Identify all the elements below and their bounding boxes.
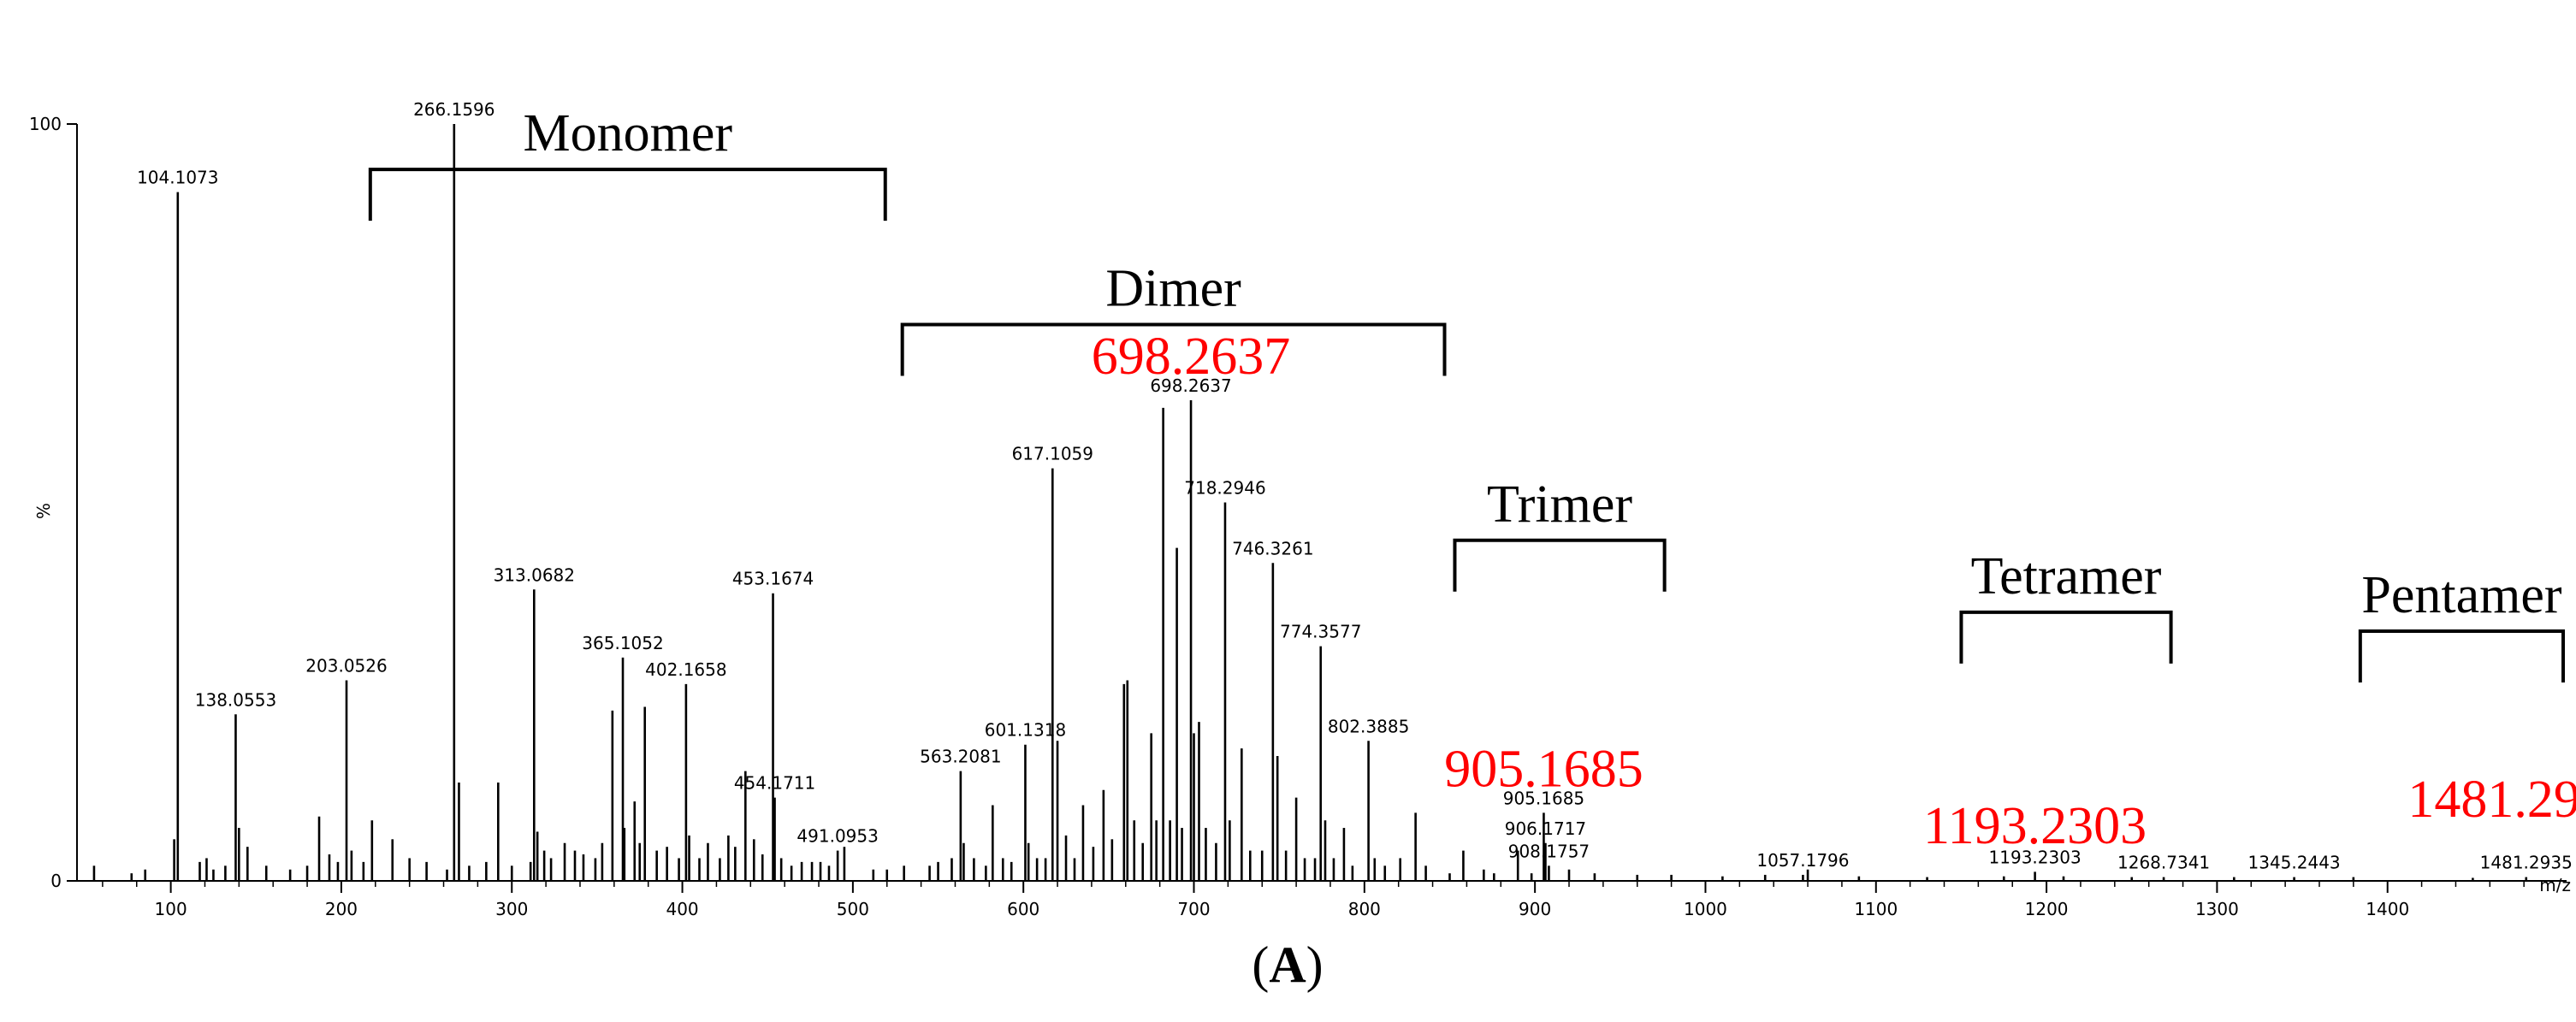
x-tick-label-1100: 1100: [1854, 899, 1898, 919]
trimer-mass-label: 905.1685: [1444, 740, 1643, 798]
peak-label-802.3885: 802.3885: [1328, 716, 1409, 736]
monomer-label: Monomer: [524, 104, 733, 162]
tetramer-label: Tetramer: [1971, 547, 2162, 606]
peak-label-1481.2935: 1481.2935: [2480, 853, 2573, 873]
peak-label-563.2081: 563.2081: [920, 747, 1001, 767]
peak-label-138.0553: 138.0553: [195, 689, 276, 710]
peak-label-203.0526: 203.0526: [305, 655, 387, 676]
peak-label-774.3577: 774.3577: [1280, 622, 1361, 642]
panel-label-open: (: [1252, 936, 1269, 993]
peak-label-365.1052: 365.1052: [582, 633, 663, 653]
y-tick-label-0: 0: [50, 871, 62, 891]
panel-label: (A): [1252, 936, 1323, 993]
x-tick-label-300: 300: [495, 899, 528, 919]
peak-label-491.0953: 491.0953: [796, 826, 878, 847]
peaks: [92, 124, 2528, 881]
panel-label-close: ): [1306, 936, 1324, 993]
peak-label-617.1059: 617.1059: [1012, 444, 1093, 464]
peak-label-906.1717: 906.1717: [1505, 818, 1586, 839]
panel-label-letter: A: [1269, 936, 1306, 993]
x-tick-label-1400: 1400: [2366, 899, 2409, 919]
x-tick-label-500: 500: [837, 899, 869, 919]
peak-label-1268.7341: 1268.7341: [2117, 853, 2210, 873]
peak-label-313.0682: 313.0682: [494, 564, 575, 585]
peak-label-453.1674: 453.1674: [732, 569, 814, 589]
x-tick-label-1200: 1200: [2025, 899, 2069, 919]
peak-label-718.2946: 718.2946: [1184, 478, 1265, 499]
monomer-bracket: [368, 168, 887, 222]
x-tick-label-400: 400: [666, 899, 698, 919]
peak-label-266.1596: 266.1596: [413, 99, 494, 120]
axes: 100 200 300 400 500 600 700 800 900 1000 1100 1200 1…: [29, 114, 2571, 919]
y-tick-label-100: 100: [29, 114, 62, 134]
peak-label-104.1073: 104.1073: [137, 168, 218, 188]
peak-labels: 104.1073 138.0553 203.0526 266.1596 313.0682…: [137, 99, 2573, 873]
x-tick-label-800: 800: [1348, 899, 1381, 919]
x-tick-label-1300: 1300: [2195, 899, 2239, 919]
peak-label-905.1685: 905.1685: [1503, 788, 1584, 808]
x-tick-label-600: 600: [1007, 899, 1039, 919]
peak-label-908.1757: 908.1757: [1508, 841, 1590, 861]
x-tick-label-1000: 1000: [1684, 899, 1727, 919]
peak-label-1193.2303: 1193.2303: [1989, 847, 2082, 867]
peak-label-1345.2443: 1345.2443: [2248, 853, 2341, 873]
x-tick-label-100: 100: [155, 899, 187, 919]
peak-label-1057.1796: 1057.1796: [1756, 850, 1849, 871]
tetramer-mass-label: 1193.2303: [1923, 797, 2147, 855]
peak-label-698.2637: 698.2637: [1150, 375, 1231, 396]
peak-label-402.1658: 402.1658: [645, 659, 726, 680]
trimer-bracket: [1453, 538, 1667, 592]
peak-label-746.3261: 746.3261: [1232, 538, 1313, 558]
x-axis-label: m/z: [2539, 875, 2571, 895]
pentamer-label: Pentamer: [2361, 566, 2561, 624]
trimer-label: Trimer: [1487, 476, 1632, 534]
peak-label-454.1711: 454.1711: [734, 773, 815, 794]
x-tick-label-200: 200: [325, 899, 358, 919]
x-tick-label-900: 900: [1519, 899, 1551, 919]
tetramer-bracket: [1959, 610, 2173, 664]
y-axis-label: %: [33, 503, 54, 519]
peak-label-601.1318: 601.1318: [985, 720, 1066, 741]
dimer-bracket: [900, 322, 1447, 376]
pentamer-bracket: [2358, 629, 2566, 682]
pentamer-mass-label: 1481.2935: [2407, 771, 2576, 829]
dimer-label: Dimer: [1105, 260, 1241, 318]
dimer-mass-label: 698.2637: [1092, 328, 1291, 386]
x-tick-label-700: 700: [1177, 899, 1210, 919]
oligomer-groups: Monomer Dimer 698.2637 Trimer 905.1685 Tetram…: [368, 104, 2576, 855]
